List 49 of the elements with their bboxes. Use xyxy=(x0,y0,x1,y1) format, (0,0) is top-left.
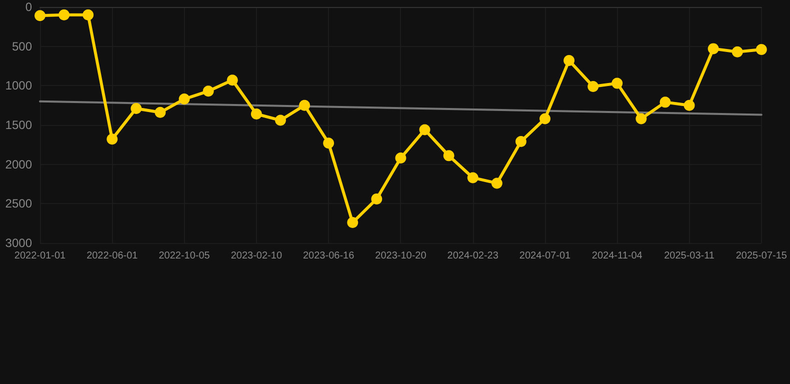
point xyxy=(58,9,70,20)
y-tick-label: 0 xyxy=(25,0,32,14)
point xyxy=(419,124,430,136)
point xyxy=(564,54,575,66)
point xyxy=(154,106,166,118)
point xyxy=(371,193,382,204)
point xyxy=(323,138,334,149)
y-tick-label: 1000 xyxy=(5,78,32,93)
point xyxy=(202,86,214,97)
x-tick-label: 2024-02-23 xyxy=(447,250,499,262)
point xyxy=(347,217,358,228)
x-tick-label: 2023-02-10 xyxy=(230,250,282,262)
y-tick-label: 2000 xyxy=(5,157,32,172)
point xyxy=(515,136,526,148)
point xyxy=(106,134,118,145)
y-tick-label: 2500 xyxy=(5,196,32,211)
y-tick-label: 500 xyxy=(12,39,32,54)
point xyxy=(443,150,454,162)
point xyxy=(756,44,767,55)
point xyxy=(82,9,94,20)
point xyxy=(660,96,671,108)
point xyxy=(588,80,599,92)
point xyxy=(467,172,478,184)
point xyxy=(636,113,647,124)
point xyxy=(226,74,238,86)
point xyxy=(540,113,550,124)
point xyxy=(299,100,310,111)
point xyxy=(395,152,406,164)
x-tick-label: 2024-11-04 xyxy=(592,250,643,262)
x-tick-label: 2022-10-05 xyxy=(158,250,210,262)
x-tick-label: 2022-01-01 xyxy=(14,250,66,262)
x-tick-label: 2025-03-11 xyxy=(664,250,715,262)
point xyxy=(612,78,623,89)
point xyxy=(708,43,719,54)
y-tick-label: 3000 xyxy=(5,236,32,250)
x-tick-label: 2023-06-16 xyxy=(302,250,355,262)
y-tick-label: 1500 xyxy=(5,118,32,132)
x-tick-label: 2024-07-01 xyxy=(519,250,572,262)
point xyxy=(732,46,743,58)
point xyxy=(34,10,46,22)
point xyxy=(250,108,262,120)
x-tick-label: 2022-06-01 xyxy=(86,250,138,262)
x-tick-label: 2023-10-20 xyxy=(375,250,427,262)
point xyxy=(178,94,190,105)
point xyxy=(274,114,286,126)
point xyxy=(491,178,502,189)
point xyxy=(684,100,695,111)
point xyxy=(130,102,142,114)
x-tick-label: 2025-07-15 xyxy=(736,250,788,262)
